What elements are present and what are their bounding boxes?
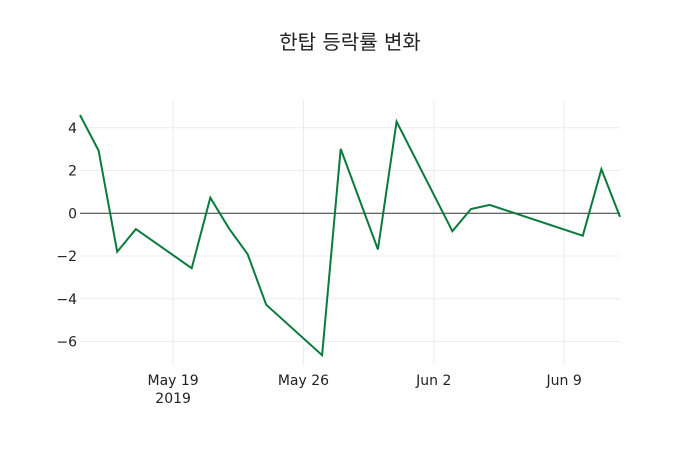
y-axis-ticks: 4 2 0 −2 −4 −6 — [56, 121, 77, 351]
y-tick-label: −2 — [56, 249, 77, 265]
x-tick-label: Jun 2 — [415, 373, 451, 389]
plot-area[interactable] — [79, 114, 621, 358]
x-axis-ticks: May 19 2019 May 26 Jun 2 Jun 9 — [147, 373, 581, 407]
x-tick-label: Jun 9 — [546, 373, 582, 389]
x-tick-label: May 26 — [278, 373, 329, 389]
chart-title: 한탑 등락률 변화 — [279, 30, 421, 54]
x-tick-label: May 19 — [147, 373, 198, 389]
y-tick-label: 0 — [68, 206, 77, 222]
x-tick-year-label: 2019 — [155, 391, 191, 407]
y-tick-label: −6 — [56, 334, 77, 350]
y-tick-label: 2 — [68, 164, 77, 180]
series-line[interactable] — [79, 114, 621, 358]
y-tick-label: −4 — [56, 292, 77, 308]
x-gridlines — [172, 100, 565, 365]
y-gridlines — [80, 127, 620, 342]
y-tick-label: 4 — [68, 121, 77, 137]
